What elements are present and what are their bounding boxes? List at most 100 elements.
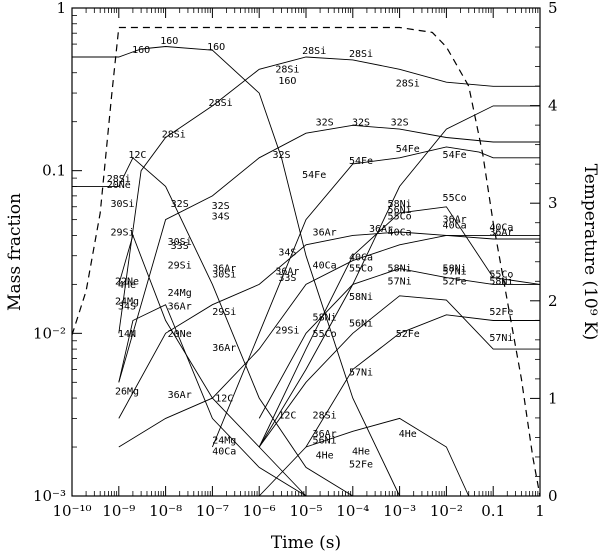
series-label-54Fe: 54Fe [349,156,373,167]
series-line-4He [305,417,470,497]
series-label-29Si: 29Si [212,307,236,318]
x-axis-label: Time (s) [271,533,341,553]
series-label-33S: 33S [171,241,189,252]
x-tick-label: 10⁻³ [383,502,416,520]
y-tick-label: 10⁻² [33,324,66,342]
series-label-36Ar: 36Ar [313,429,337,440]
series-label-4He: 4He [316,451,334,462]
series-label-58Ni: 58Ni [443,264,467,275]
series-label-54Fe: 54Fe [443,150,467,161]
series-group [72,46,541,497]
x-tick-label: 10⁻¹⁰ [52,502,91,520]
series-label-28Si: 28Si [107,174,131,185]
series-label-55Co: 55Co [349,264,373,275]
series-label-36Ar: 36Ar [275,267,299,278]
x-tick-label: 10⁻⁷ [196,502,229,520]
series-label-58Ni: 58Ni [313,313,337,324]
x-tick-label: 10⁻⁹ [102,502,135,520]
series-line-54Fe [211,146,540,448]
series-label-56Ni: 56Ni [349,319,373,330]
series-label-52Fe: 52Fe [396,329,420,340]
series-label-16O: 16O [132,45,150,56]
y2-tick-label: 1 [548,389,558,407]
y2-axis-label: Temperature (10⁹ K) [580,164,600,341]
series-line-57Ni [258,295,540,448]
series-label-56Ni: 56Ni [313,436,337,447]
series-label-36Ar: 36Ar [212,343,236,354]
series-label-20Ne: 20Ne [107,180,131,191]
x-tick-label: 10⁻⁴ [336,502,369,520]
series-label-28Si: 28Si [396,78,420,89]
series-label-34S: 34S [212,212,230,223]
series-label-52Fe: 52Fe [349,459,373,470]
series-label-54Fe: 54Fe [302,170,326,181]
temperature-line [71,26,541,497]
y2-tick-label: 2 [548,292,558,310]
series-label-24Mg: 24Mg [115,297,139,308]
x-tick-label: 10⁻⁶ [243,502,276,520]
x-tick-label: 10⁻⁵ [289,502,322,520]
series-label-34S: 34S [118,302,136,313]
series-label-24Mg: 24Mg [168,288,192,299]
series-label-57Ni: 57Ni [388,276,412,287]
series-label-36Ar: 36Ar [168,390,192,401]
series-line-20Ne [118,233,307,497]
series-label-26Mg: 26Mg [115,387,139,398]
series-line-40Ca [118,234,540,448]
series-label-24Mg: 24Mg [212,436,236,447]
series-label-32S: 32S [212,201,230,212]
series-label-32S: 32S [272,150,290,161]
series-label-55Co: 55Co [388,212,412,223]
y-axis-label: Mass fraction [5,193,25,311]
y-tick-label: 10⁻³ [33,487,66,505]
x-tick-label: 10⁻⁸ [149,502,182,520]
y-tick-label: 0.1 [42,162,66,180]
series-label-12C: 12C [278,410,296,421]
series-line-32S [118,124,540,383]
series-line-12C [72,157,354,497]
series-label-36Ar: 36Ar [489,227,513,238]
series-label-12C: 12C [128,150,146,161]
series-label-16O: 16O [160,36,178,47]
series-label-54Fe: 54Fe [396,144,420,155]
series-label-40Ca: 40Ca [489,222,513,233]
series-label-4He: 4He [399,429,417,440]
series-line-55Co [258,206,541,448]
y-axis: 10⁻³ 10⁻² 0.1 1 [33,0,82,505]
series-label-29Si: 29Si [110,227,134,238]
temperature-curve [71,26,541,497]
series-label-32S: 32S [171,199,189,210]
series-label-30Si: 30Si [110,199,134,210]
series-label-29Si: 29Si [275,325,299,336]
series-label-28Si: 28Si [302,46,326,57]
series-label-16O: 16O [207,42,225,53]
series-line-24Mg [118,304,307,497]
series-label-57Ni: 57Ni [443,267,467,278]
series-label-16O: 16O [278,76,296,87]
series-label-32S: 32S [352,117,370,128]
series-label-36Ar: 36Ar [369,224,393,235]
series-label-33S: 33S [278,273,296,284]
series-label-4He: 4He [352,447,370,458]
series-label-57Ni: 57Ni [349,368,373,379]
x-tick-label: 1 [535,502,545,520]
series-label-28Si: 28Si [349,49,373,60]
series-label-55Co: 55Co [489,270,513,281]
series-label-55Co: 55Co [313,329,337,340]
series-label-40Ca: 40Ca [212,447,236,458]
series-label-4He: 4He [118,280,136,291]
series-label-32S: 32S [316,117,334,128]
series-label-30Si: 30Si [212,270,236,281]
series-label-55Co: 55Co [443,193,467,204]
y2-tick-label: 3 [548,194,558,212]
x-axis: 10⁻¹⁰ 10⁻⁹ 10⁻⁸ 10⁻⁷ 10⁻⁶ 10⁻⁵ 10⁻⁴ 10⁻³ 10⁻² 0.1… [52,8,545,520]
series-label-36Ar: 36Ar [313,227,337,238]
series-label-28Si: 28Si [275,65,299,76]
series-label-12C: 12C [215,394,233,405]
series-label-52Fe: 52Fe [489,307,513,318]
series-label-40Ca: 40Ca [349,253,373,264]
x-tick-label: 0.1 [481,502,505,520]
series-label-58Ni: 58Ni [388,199,412,210]
series-line-28Si [118,56,540,334]
